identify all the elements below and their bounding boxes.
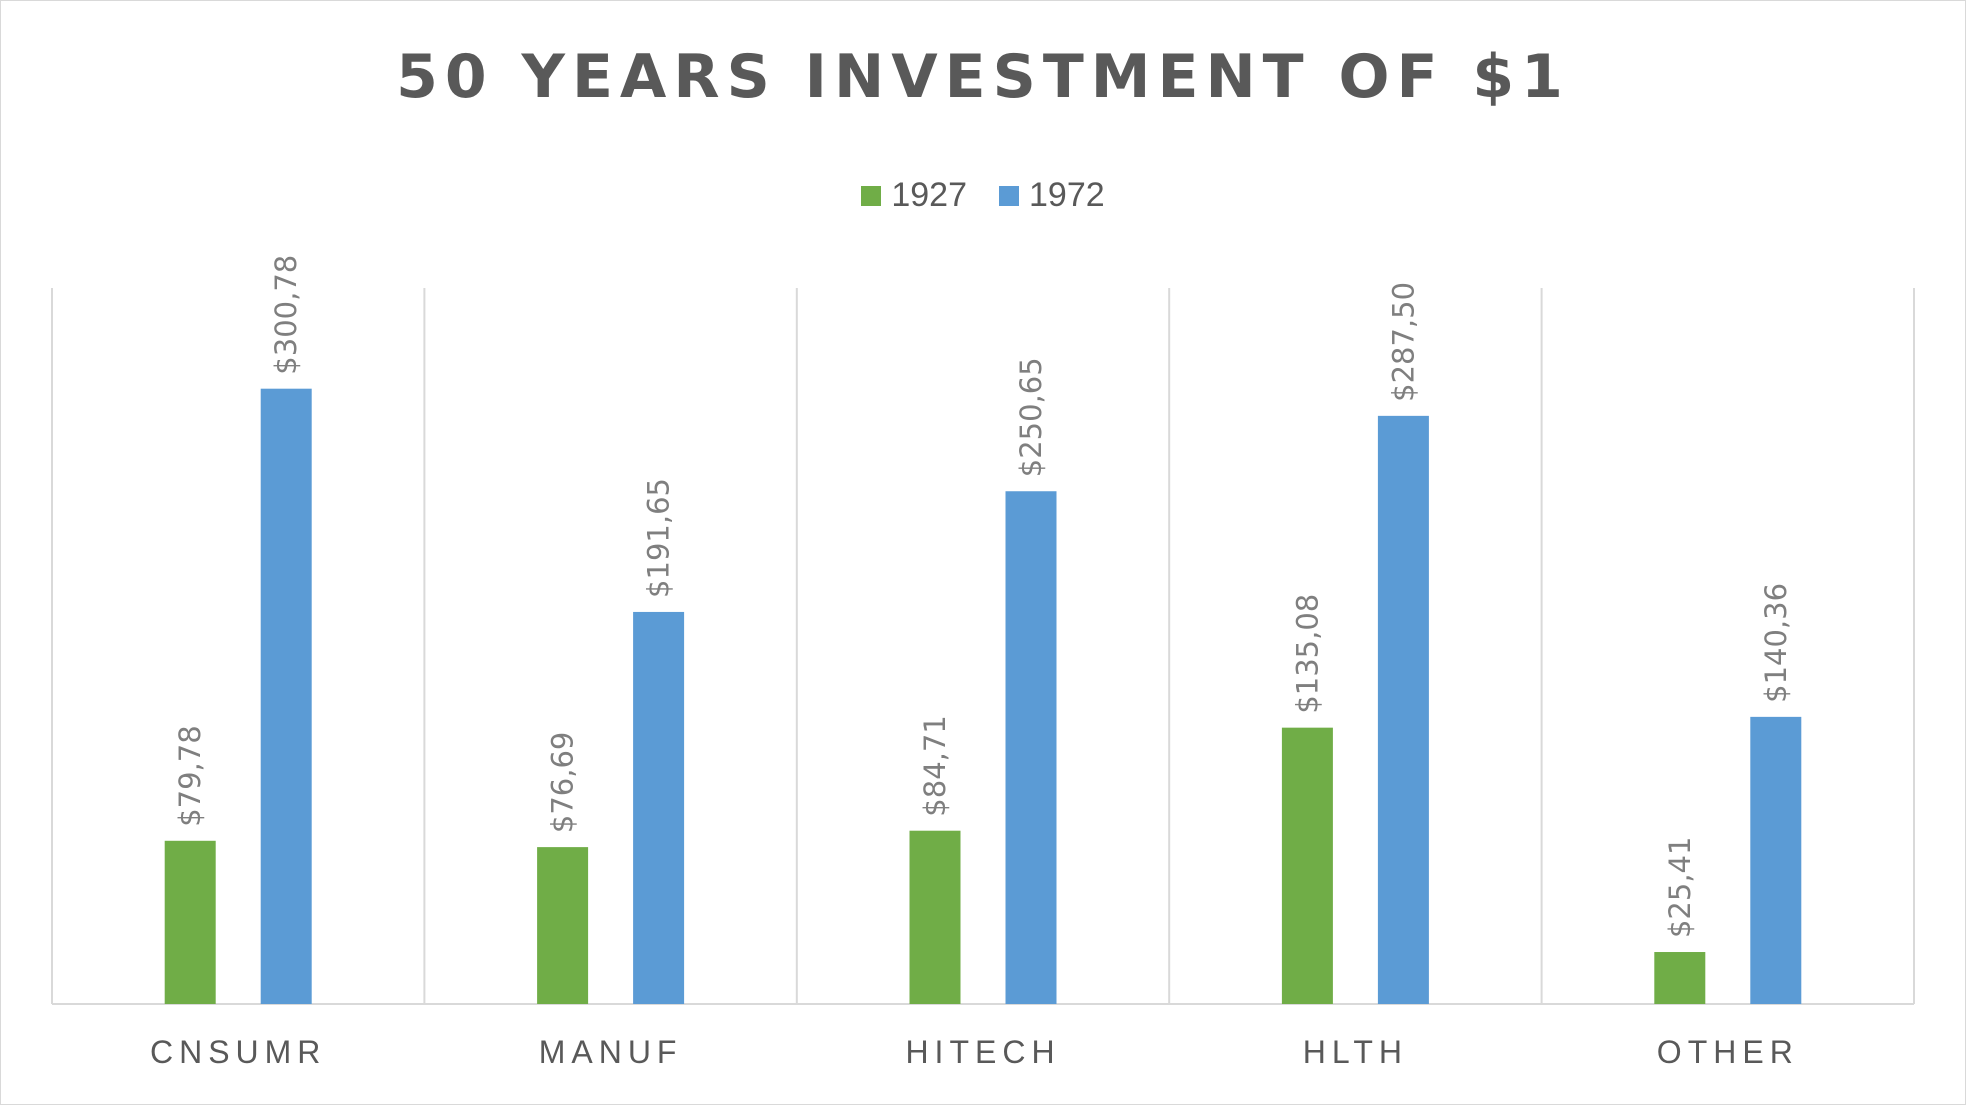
bar-1927-other [1654, 952, 1706, 1004]
bar-1927-cnsumr [164, 840, 216, 1004]
bar-1927-hitech [909, 830, 961, 1004]
data-label-1927-hlth: $135,08 [1290, 594, 1324, 714]
legend-item-1972: 1972 [999, 176, 1105, 215]
data-label-1972-hlth: $287,50 [1386, 282, 1420, 402]
bar-1927-hlth [1281, 727, 1333, 1004]
data-label-1972-other: $140,36 [1759, 583, 1793, 703]
data-label-1927-manuf: $76,69 [546, 732, 580, 833]
category-label-hlth: HLTH [1303, 1034, 1408, 1070]
bar-1972-hlth [1377, 415, 1429, 1004]
data-label-1972-cnsumr: $300,78 [269, 255, 303, 375]
bar-1972-other [1750, 716, 1802, 1004]
bar-1972-cnsumr [260, 388, 312, 1004]
data-label-1927-cnsumr: $79,78 [173, 725, 207, 826]
legend-label-1972: 1972 [1029, 176, 1105, 214]
legend-label-1927: 1927 [891, 176, 967, 214]
legend: 1927 1972 [0, 176, 1966, 215]
category-label-hitech: HITECH [905, 1034, 1060, 1070]
bar-1927-manuf [537, 847, 589, 1004]
category-label-other: OTHER [1657, 1034, 1799, 1070]
data-label-1972-hitech: $250,65 [1014, 357, 1048, 477]
legend-swatch-1927 [861, 185, 882, 206]
bar-1972-hitech [1005, 491, 1057, 1004]
data-label-1972-manuf: $191,65 [642, 478, 676, 598]
data-label-1927-hitech: $84,71 [918, 715, 952, 816]
bar-1972-manuf [633, 611, 685, 1004]
chart-title: 50 YEARS INVESTMENT OF $1 [396, 42, 1570, 112]
legend-swatch-1972 [999, 185, 1019, 206]
category-label-manuf: MANUF [539, 1034, 683, 1070]
legend-item-1927: 1927 [861, 176, 967, 215]
category-label-cnsumr: CNSUMR [150, 1034, 326, 1070]
data-label-1927-other: $25,41 [1663, 837, 1697, 938]
